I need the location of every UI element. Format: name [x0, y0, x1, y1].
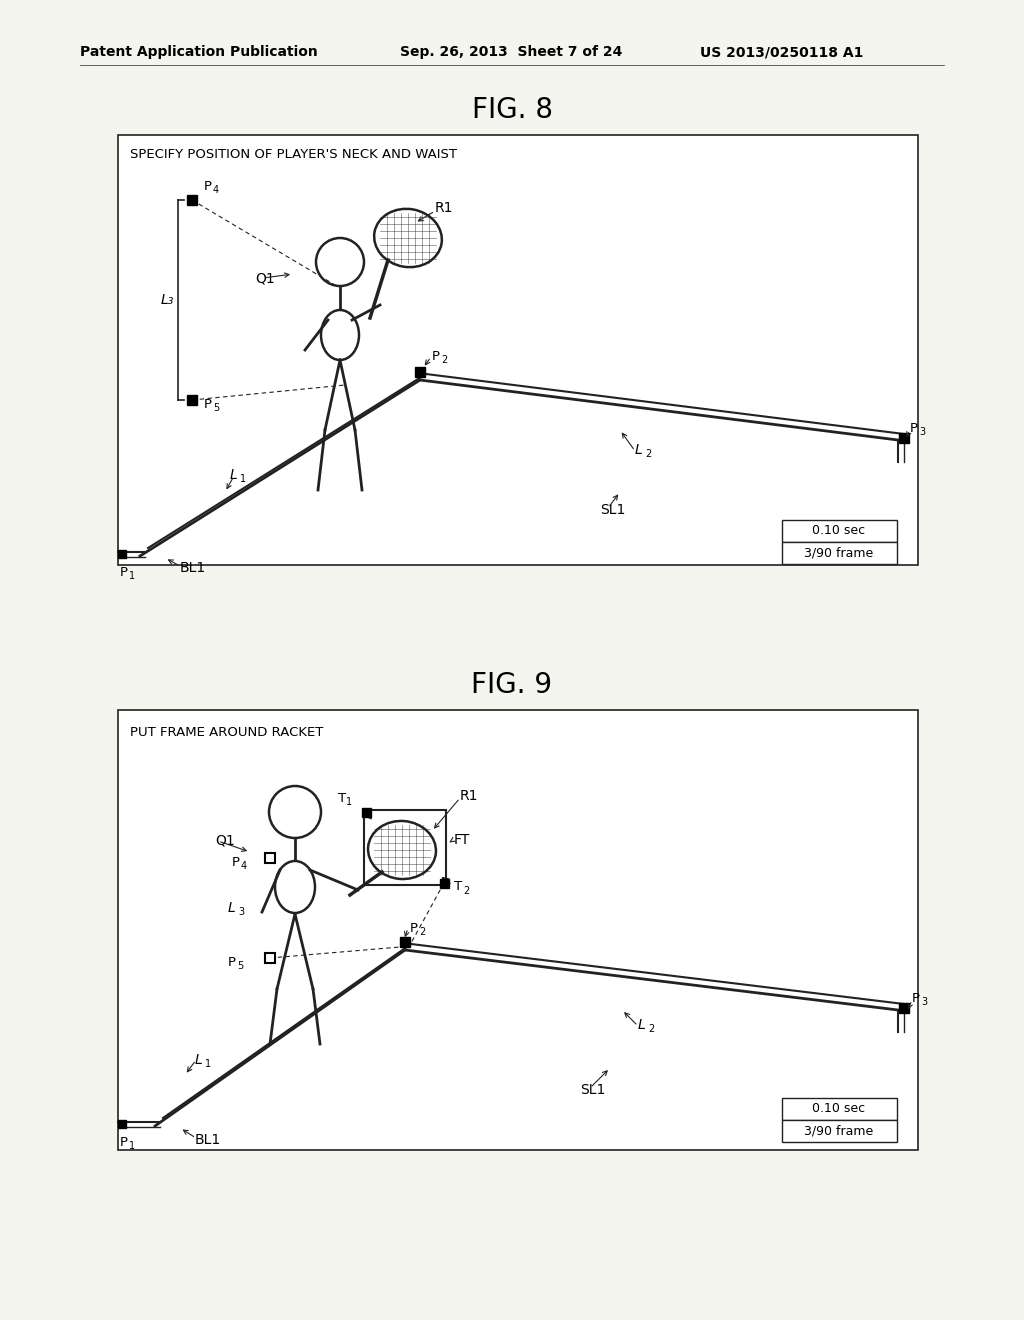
Bar — [187, 195, 197, 205]
Ellipse shape — [321, 310, 359, 360]
Text: 1: 1 — [129, 572, 135, 581]
Text: P: P — [410, 921, 418, 935]
Text: 3: 3 — [919, 426, 925, 437]
Bar — [440, 879, 449, 888]
Text: Q1: Q1 — [255, 271, 274, 285]
Text: Patent Application Publication: Patent Application Publication — [80, 45, 317, 59]
Bar — [118, 1119, 126, 1129]
Bar — [782, 1098, 897, 1119]
Bar — [782, 543, 897, 564]
Text: 2: 2 — [419, 927, 425, 937]
Text: P: P — [120, 1135, 128, 1148]
Text: 2: 2 — [645, 449, 651, 459]
Bar — [187, 395, 197, 405]
Text: FIG. 8: FIG. 8 — [471, 96, 553, 124]
Text: L: L — [635, 444, 643, 457]
Bar — [400, 937, 410, 946]
Text: 2: 2 — [463, 886, 469, 896]
Text: 3: 3 — [921, 997, 927, 1007]
Text: PUT FRAME AROUND RACKET: PUT FRAME AROUND RACKET — [130, 726, 324, 738]
Text: 4: 4 — [213, 185, 219, 195]
Text: 5: 5 — [237, 961, 244, 972]
Text: US 2013/0250118 A1: US 2013/0250118 A1 — [700, 45, 863, 59]
Text: 0.10 sec: 0.10 sec — [812, 524, 865, 537]
Bar — [364, 810, 446, 884]
Text: 3/90 frame: 3/90 frame — [805, 1125, 873, 1138]
Text: 5: 5 — [213, 403, 219, 413]
Bar — [899, 433, 909, 444]
Text: Q1: Q1 — [215, 833, 234, 847]
Polygon shape — [406, 944, 904, 1010]
Text: 1: 1 — [346, 797, 352, 807]
Text: SL1: SL1 — [580, 1082, 605, 1097]
Text: L: L — [230, 469, 238, 482]
Bar — [118, 710, 918, 1150]
Text: P: P — [910, 421, 918, 434]
Bar — [899, 1003, 909, 1012]
Polygon shape — [420, 374, 904, 440]
Text: L: L — [227, 902, 234, 915]
Bar — [415, 367, 425, 378]
Text: P: P — [432, 350, 440, 363]
Text: FIG. 9: FIG. 9 — [471, 671, 553, 700]
Text: P: P — [912, 991, 920, 1005]
Text: P: P — [204, 397, 212, 411]
Text: Sep. 26, 2013  Sheet 7 of 24: Sep. 26, 2013 Sheet 7 of 24 — [400, 45, 623, 59]
Bar — [362, 808, 371, 817]
Ellipse shape — [275, 861, 315, 913]
Text: P: P — [204, 180, 212, 193]
Text: 1: 1 — [240, 474, 246, 484]
Bar — [265, 853, 275, 863]
Text: 0.10 sec: 0.10 sec — [812, 1102, 865, 1115]
Text: 4: 4 — [241, 861, 247, 871]
Text: SL1: SL1 — [600, 503, 626, 517]
Text: 3: 3 — [238, 907, 244, 917]
Text: 3/90 frame: 3/90 frame — [805, 546, 873, 560]
Text: BL1: BL1 — [180, 561, 206, 576]
Text: R1: R1 — [460, 789, 478, 803]
Text: P: P — [228, 956, 236, 969]
Text: T: T — [454, 880, 462, 894]
Bar — [118, 550, 126, 558]
Text: L: L — [195, 1053, 203, 1067]
Bar — [782, 1119, 897, 1142]
Text: FT: FT — [454, 833, 470, 847]
Polygon shape — [155, 944, 411, 1126]
Text: 2: 2 — [648, 1024, 654, 1034]
Text: SPECIFY POSITION OF PLAYER'S NECK AND WAIST: SPECIFY POSITION OF PLAYER'S NECK AND WA… — [130, 149, 457, 161]
Text: P: P — [232, 855, 240, 869]
Bar — [118, 135, 918, 565]
Polygon shape — [140, 374, 426, 556]
Text: 2: 2 — [441, 355, 447, 366]
Text: L₃: L₃ — [161, 293, 174, 308]
Text: 1: 1 — [129, 1140, 135, 1151]
Bar — [782, 520, 897, 543]
Text: L: L — [638, 1018, 646, 1032]
Text: 1: 1 — [205, 1059, 211, 1069]
Text: R1: R1 — [435, 201, 454, 215]
Text: P: P — [120, 565, 128, 578]
Text: T: T — [338, 792, 346, 804]
Bar — [265, 953, 275, 964]
Text: BL1: BL1 — [195, 1133, 221, 1147]
